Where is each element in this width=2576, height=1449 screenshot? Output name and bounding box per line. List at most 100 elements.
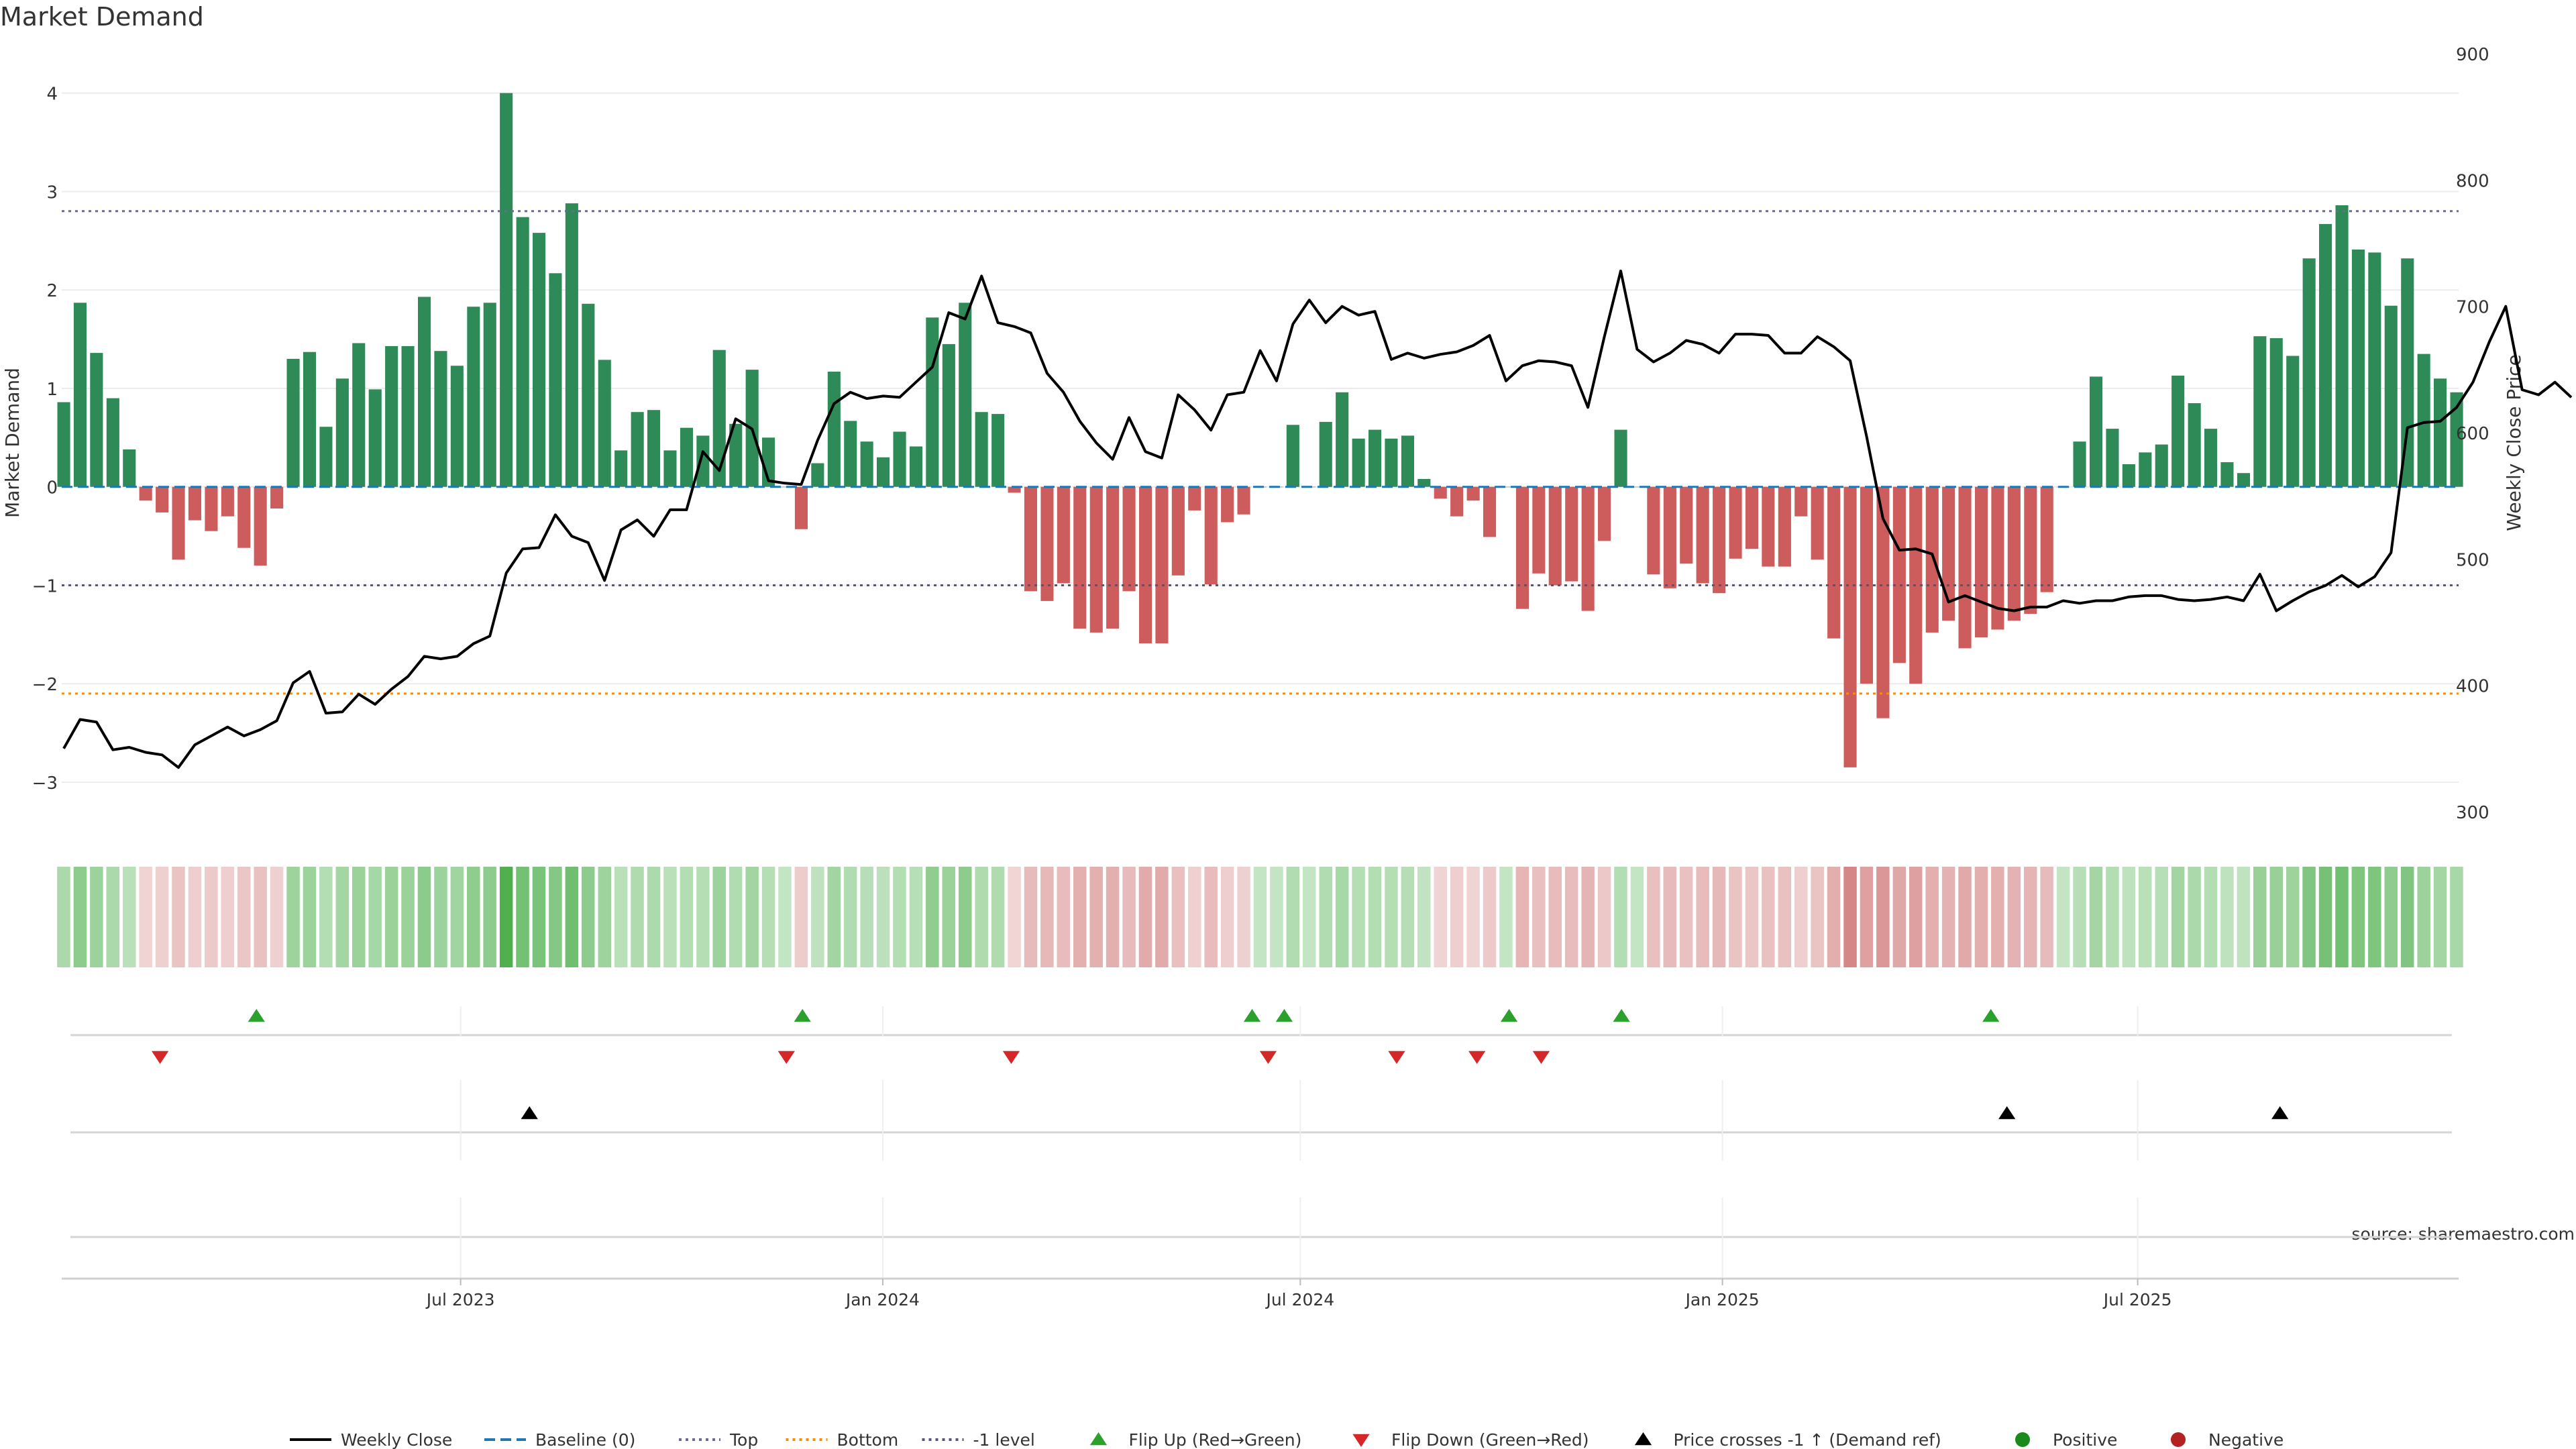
demand-bar [352,343,366,487]
demand-bar [1122,486,1136,592]
demand-bar [1286,425,1299,487]
heat-cell [2384,867,2398,967]
heat-cell [843,867,857,967]
y-right-tick-label: 500 [2456,550,2489,570]
flip-down-marker [1468,1051,1486,1064]
heat-cell [1941,867,1955,967]
demand-bar [2335,205,2349,487]
demand-bar [827,372,841,487]
demand-bar [1729,486,1742,559]
y-left-tick-label: −1 [32,576,58,596]
heat-cell [188,867,202,967]
heat-cell [2220,867,2234,967]
heat-cell [549,867,562,967]
legend-label: Positive [2053,1430,2117,1449]
y-left-tick-label: 2 [46,281,58,301]
heat-cell [335,867,350,967]
heat-cell [1991,867,2004,967]
heat-cell [565,867,579,967]
demand-bar [1401,435,1414,487]
demand-bar [368,389,382,487]
demand-bar [696,435,710,487]
demand-bar [221,486,234,517]
demand-bar [1598,486,1611,541]
legend-label: Negative [2208,1430,2284,1449]
demand-bar [1630,486,1644,488]
weekly-close-line [62,269,2573,769]
flip-down-marker [1388,1051,1405,1064]
demand-bar [975,412,988,487]
demand-bar [614,450,628,487]
y-right-tick-label: 800 [2456,171,2489,191]
chart-title: Market Demand [0,2,204,32]
demand-bar [1089,486,1103,633]
demand-bar [1352,438,1365,487]
demand-bar [1417,479,1431,487]
heat-cell [1434,867,1447,967]
demand-bar [1008,486,1021,493]
demand-bar [2434,378,2447,487]
demand-bar [418,297,431,487]
heat-cell [860,867,873,967]
heat-cell [2417,867,2430,967]
y-right-tick-label: 900 [2456,45,2489,65]
heat-cell [1401,867,1415,967]
demand-bar [1336,392,1349,487]
heat-cell [2400,867,2414,967]
flip-up-marker [1613,1009,1630,1022]
heat-cell [2040,867,2053,967]
heat-cell [1663,867,1676,967]
legend-item: Flip Up (Red→Green) [1089,1430,1301,1449]
demand-bar [1811,486,1824,560]
price-cross-marker [1998,1106,2016,1120]
heat-cell [2122,867,2136,967]
y-left-tick-label: 3 [46,182,58,203]
heat-cell [352,867,366,967]
flip-up-marker [1275,1009,1293,1022]
heat-cell [2155,867,2168,967]
reference-lines [62,210,2459,695]
heat-cell [1024,867,1038,967]
heat-cell [991,867,1005,967]
heat-cell [1073,867,1087,967]
heat-cell [1319,867,1332,967]
demand-bar [516,217,529,487]
legend-circle-glyph [2015,1432,2030,1447]
heat-cell [2335,867,2349,967]
demand-bar [90,353,103,487]
heat-cell [1220,867,1234,967]
heat-cell [221,867,234,967]
demand-bar [860,441,873,487]
demand-bar [942,343,955,487]
heat-cell [2024,867,2037,967]
source-note: source: sharemaestro.com [2352,1224,2575,1244]
demand-bar [680,427,693,487]
y-right-tick-label: 400 [2456,677,2489,697]
heat-cell [1171,867,1185,967]
legend-triangle-glyph [1352,1434,1370,1447]
heat-cell [270,867,284,967]
x-tick-label: Jan 2025 [1684,1290,1760,1309]
heat-cell [73,867,87,967]
flip-up-marker [1982,1009,2000,1022]
demand-bar [1040,486,1054,601]
heat-cell [2089,867,2103,967]
y-left-tick-label: 0 [46,478,58,498]
heat-cell [1958,867,1972,967]
demand-bar [1073,486,1087,629]
demand-bar [401,345,415,487]
weekly-close-series [62,269,2573,769]
heat-cell [2188,867,2201,967]
legend-item: Price crosses -1 ↑ (Demand ref) [1634,1430,1941,1449]
demand-bar [2122,464,2135,487]
price-cross-marker [2271,1106,2289,1120]
heat-cell [1827,867,1841,967]
demand-bar [2007,486,2021,621]
demand-bar [303,352,316,487]
demand-bar [2237,473,2250,487]
heat-cell [680,867,694,967]
demand-bar [598,360,611,487]
flip-up-marker [1500,1009,1518,1022]
demand-bar [663,450,677,487]
demand-bar [1843,486,1857,767]
